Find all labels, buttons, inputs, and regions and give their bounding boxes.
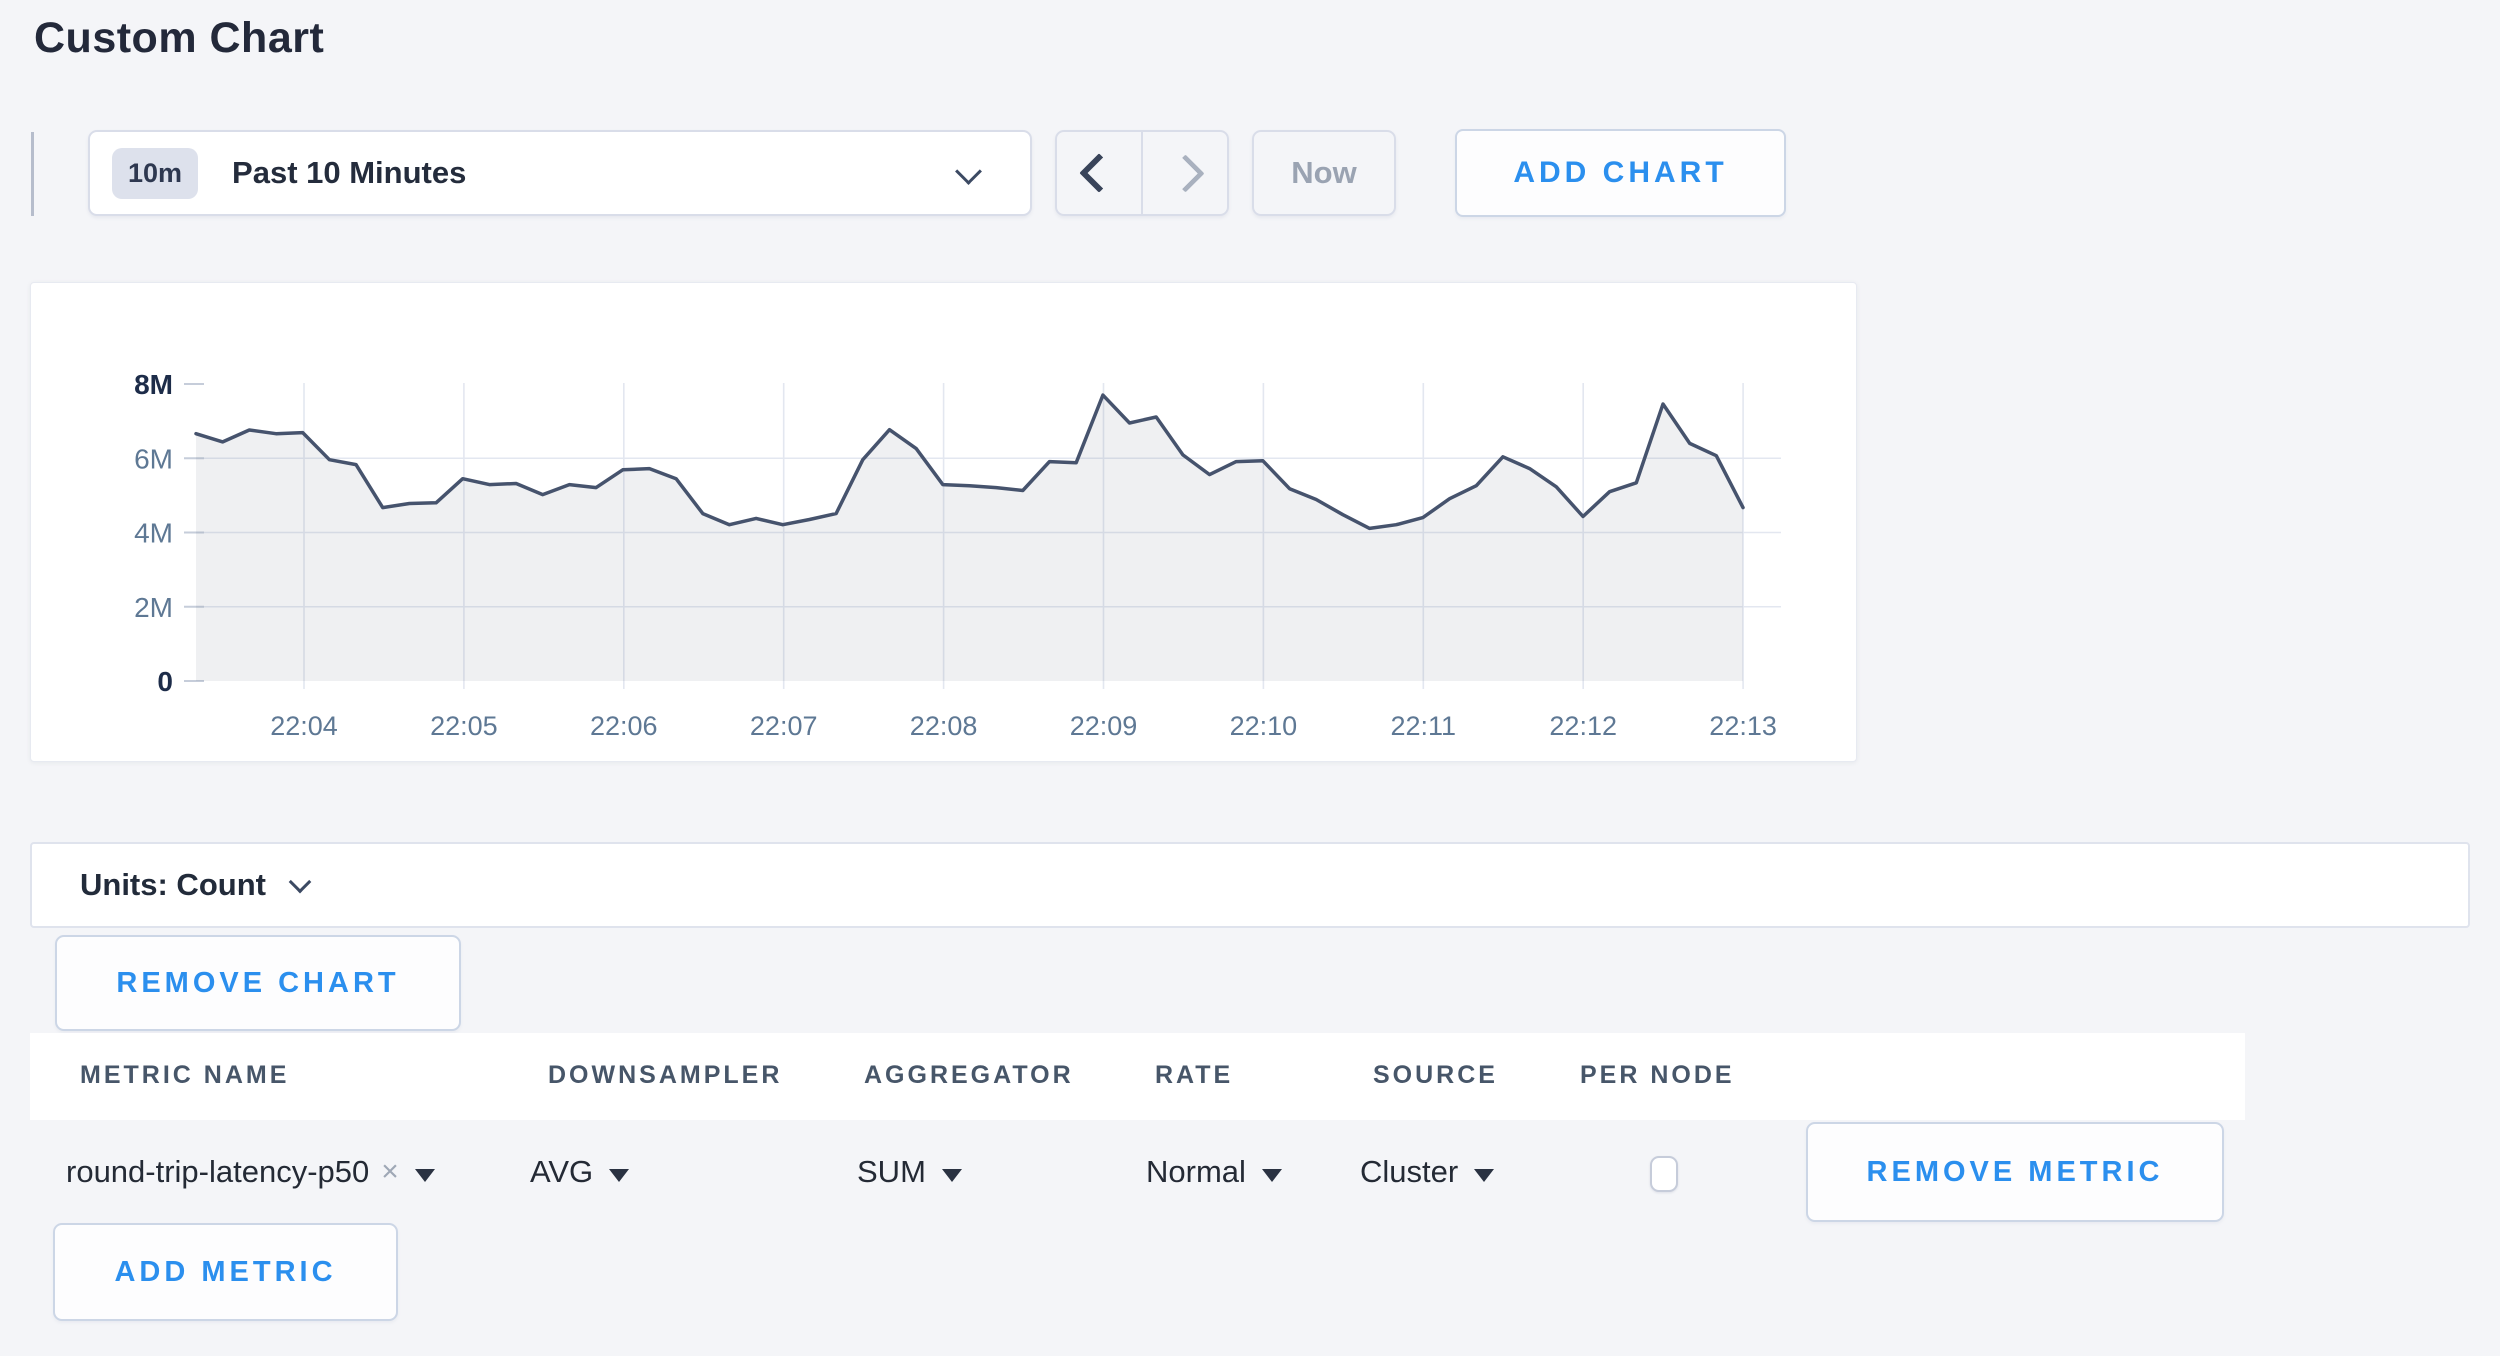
page-title: Custom Chart (34, 14, 325, 62)
caret-down-icon (609, 1168, 630, 1182)
source-select[interactable]: Cluster (1360, 1154, 1495, 1190)
chevron-down-icon (955, 158, 982, 185)
chevron-left-icon (1079, 153, 1119, 193)
column-header-aggregator: AGGREGATOR (864, 1061, 1074, 1089)
svg-text:22:10: 22:10 (1230, 711, 1298, 741)
svg-text:22:04: 22:04 (270, 711, 338, 741)
rate-value: Normal (1146, 1154, 1246, 1189)
svg-text:22:05: 22:05 (430, 711, 498, 741)
downsampler-select[interactable]: AVG (530, 1154, 630, 1190)
latency-area-chart[interactable]: 22:04 22:05 22:06 22:07 22:08 22:09 22:10 22:11… (31, 283, 1856, 761)
column-header-metric-name: METRIC NAME (80, 1061, 290, 1089)
chevron-down-icon (288, 870, 312, 894)
metrics-table-header: METRIC NAME DOWNSAMPLER AGGREGATOR RATE … (30, 1033, 2245, 1120)
remove-chart-button[interactable]: REMOVE CHART (55, 935, 461, 1031)
toolbar-accent-divider (31, 132, 34, 216)
svg-text:22:09: 22:09 (1070, 711, 1138, 741)
chevron-right-icon (1165, 153, 1205, 193)
svg-text:22:11: 22:11 (1391, 711, 1457, 741)
svg-text:22:13: 22:13 (1709, 711, 1777, 741)
clear-metric-icon[interactable]: × (381, 1155, 399, 1188)
svg-text:4M: 4M (134, 518, 173, 549)
time-step-button-group (1055, 130, 1229, 216)
next-time-button[interactable] (1143, 132, 1227, 214)
per-node-checkbox[interactable] (1650, 1156, 1678, 1192)
time-range-dropdown[interactable]: 10m Past 10 Minutes (88, 130, 1032, 216)
column-header-per-node: PER NODE (1580, 1061, 1735, 1089)
svg-text:22:08: 22:08 (910, 711, 978, 741)
column-header-source: SOURCE (1373, 1061, 1498, 1089)
units-bar: Units: Count (30, 842, 2470, 928)
caret-down-icon (1474, 1168, 1495, 1182)
prev-time-button[interactable] (1057, 132, 1143, 214)
time-range-label: Past 10 Minutes (232, 155, 467, 190)
caret-down-icon (1261, 1168, 1282, 1182)
caret-down-icon (941, 1168, 962, 1182)
aggregator-select[interactable]: SUM (857, 1154, 962, 1190)
svg-text:2M: 2M (134, 592, 173, 623)
metric-name-select[interactable]: round-trip-latency-p50 × (66, 1154, 435, 1190)
caret-down-icon (414, 1168, 435, 1182)
units-dropdown[interactable]: Units: Count (80, 867, 312, 903)
now-button[interactable]: Now (1252, 130, 1396, 216)
metric-name-value: round-trip-latency-p50 (66, 1154, 370, 1189)
units-dropdown-label: Units: Count (80, 867, 266, 902)
aggregator-value: SUM (857, 1154, 926, 1189)
svg-text:8M: 8M (134, 369, 173, 400)
svg-text:22:07: 22:07 (750, 711, 818, 741)
add-chart-button[interactable]: ADD CHART (1455, 129, 1786, 217)
time-range-badge: 10m (112, 147, 199, 199)
svg-text:22:06: 22:06 (590, 711, 658, 741)
column-header-downsampler: DOWNSAMPLER (548, 1061, 783, 1089)
remove-metric-button[interactable]: REMOVE METRIC (1806, 1122, 2224, 1222)
chart-card: 22:04 22:05 22:06 22:07 22:08 22:09 22:10 22:11… (30, 282, 1857, 762)
downsampler-value: AVG (530, 1154, 594, 1189)
source-value: Cluster (1360, 1154, 1459, 1189)
svg-text:0: 0 (157, 666, 173, 697)
svg-text:22:12: 22:12 (1549, 711, 1617, 741)
svg-text:6M: 6M (134, 443, 173, 474)
add-metric-button[interactable]: ADD METRIC (53, 1223, 398, 1321)
column-header-rate: RATE (1155, 1061, 1234, 1089)
rate-select[interactable]: Normal (1146, 1154, 1282, 1190)
